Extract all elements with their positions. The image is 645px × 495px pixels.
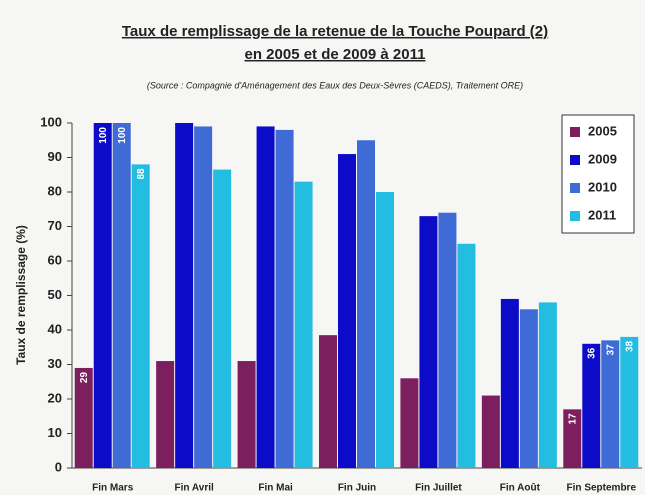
x-tick-label: Fin Septembre: [567, 483, 637, 494]
bar: [74, 367, 93, 468]
legend-label: 2009: [588, 151, 617, 166]
y-tick-label: 40: [48, 321, 62, 336]
legend-swatch: [570, 183, 580, 193]
legend-swatch: [570, 127, 580, 137]
y-tick-label: 50: [48, 287, 62, 302]
data-label: 100: [98, 127, 109, 144]
bar: [357, 140, 375, 468]
legend-label: 2011: [588, 207, 616, 222]
x-tick-label: Fin Mars: [92, 483, 134, 494]
y-tick-label: 90: [48, 149, 62, 164]
bar: [400, 378, 419, 468]
data-label: 38: [624, 340, 635, 352]
bar: [500, 298, 519, 468]
data-label: 17: [567, 413, 578, 425]
legend-swatch: [570, 155, 580, 165]
y-tick-label: 10: [48, 425, 62, 440]
bar: [112, 123, 131, 468]
y-tick-label: 60: [48, 252, 62, 267]
y-tick-label: 20: [48, 390, 62, 405]
x-tick-label: Fin Juin: [338, 483, 376, 494]
bar: [338, 154, 356, 469]
legend-swatch: [570, 211, 580, 221]
bar: [213, 169, 232, 468]
bar: [175, 123, 194, 468]
bar: [538, 302, 557, 468]
legend-label: 2010: [588, 179, 617, 194]
legend-label: 2005: [588, 123, 617, 138]
y-axis-label: Taux de remplissage (%): [14, 225, 28, 365]
bar: [620, 336, 639, 468]
bar: [563, 409, 582, 468]
bar: [601, 340, 620, 468]
bar: [582, 343, 601, 468]
bar: [256, 126, 275, 468]
y-tick-label: 80: [48, 183, 62, 198]
x-tick-label: Fin Mai: [258, 483, 293, 494]
y-tick-label: 70: [48, 218, 62, 233]
chart-title: Taux de remplissage de la retenue de la …: [122, 23, 548, 40]
bar: [519, 309, 538, 468]
x-tick-label: Fin Avril: [175, 483, 214, 494]
data-label: 36: [586, 347, 597, 359]
source-note: (Source : Compagnie d'Aménagement des Ea…: [147, 80, 523, 90]
bar: [194, 126, 213, 468]
x-tick-label: Fin Août: [500, 483, 541, 494]
chart-subtitle: en 2005 et de 2009 à 2011: [245, 46, 426, 63]
data-label: 29: [79, 372, 90, 384]
bar: [294, 181, 313, 468]
data-label: 37: [605, 344, 616, 356]
x-tick-label: Fin Juillet: [415, 483, 462, 494]
bar: [438, 212, 457, 468]
data-label: 88: [136, 168, 147, 180]
bar: [237, 361, 256, 468]
data-label: 100: [117, 127, 128, 144]
bar: [93, 123, 112, 468]
y-tick-label: 30: [48, 356, 62, 371]
y-tick-label: 0: [55, 459, 62, 474]
bar: [419, 216, 438, 468]
bar: [457, 243, 476, 468]
bar: [481, 395, 500, 468]
bar: [156, 361, 175, 468]
y-tick-label: 100: [40, 114, 62, 129]
bar: [319, 335, 337, 468]
bar: [376, 192, 394, 468]
bar: [275, 129, 294, 468]
bar: [131, 164, 150, 468]
